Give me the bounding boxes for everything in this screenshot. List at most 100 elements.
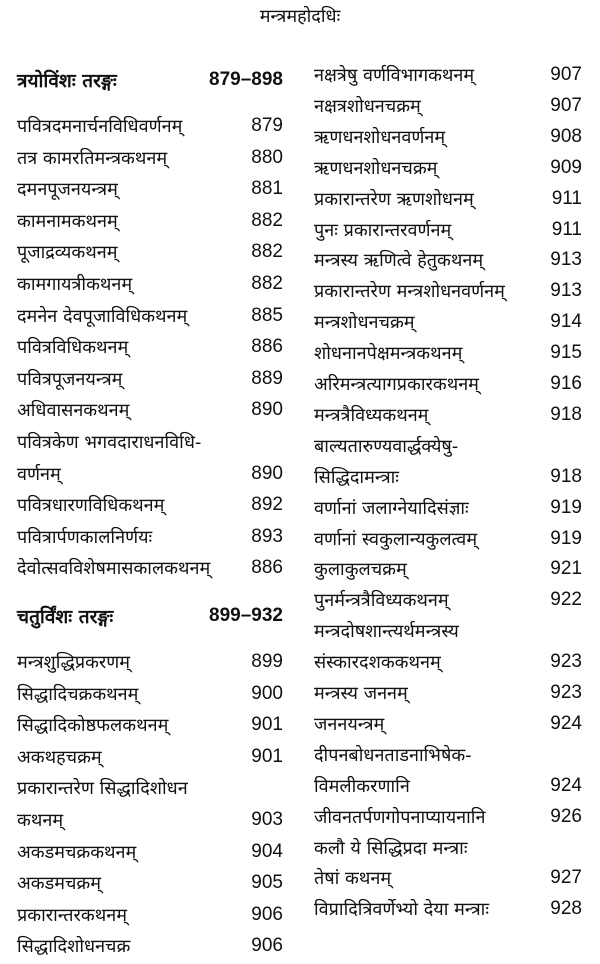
- toc-entry: पवित्रदमनार्चनविधिवर्णनम् 879: [17, 111, 283, 141]
- toc-entry: पूजाद्रव्यकथनम् 882: [17, 237, 283, 267]
- entry-title: जीवनतर्पणगोपनाप्यायनानि: [314, 806, 486, 828]
- entry-title: प्रकारान्तरेण ऋणशोधनम्: [314, 188, 474, 210]
- toc-entry: नक्षत्रशोधनचक्रम् 907: [314, 91, 582, 121]
- toc-entry: शोधनानपेक्षमन्त्रकथनम् 915: [314, 338, 582, 368]
- toc-entry: मन्त्रशुद्धिप्रकरणम् 899: [17, 647, 283, 677]
- entry-title: पवित्रार्पणकालनिर्णयः: [17, 526, 153, 548]
- entry-page-number: 906: [251, 935, 283, 957]
- entry-page-number: 911: [551, 218, 582, 240]
- toc-entry: कलौ ये सिद्धिप्रदा मन्त्राः: [314, 833, 582, 863]
- toc-entry: पवित्रकेण भगवदाराधनविधि-: [17, 427, 283, 457]
- toc-entry: पवित्रविधिकथनम् 886: [17, 332, 283, 362]
- toc-entry: विप्रादित्रिवर्णेभ्यो देया मन्त्राः 928: [314, 894, 582, 924]
- entry-page-number: 905: [251, 872, 283, 894]
- toc-entry: अकडमचक्रम् 905: [17, 868, 283, 898]
- entry-title: बाल्यतारुण्यवार्द्धक्येषु-: [314, 435, 459, 457]
- toc-entry: अकथहचक्रम् 901: [17, 742, 283, 772]
- entry-page-number: 880: [251, 146, 283, 168]
- toc-entry: तेषां कथनम् 927: [314, 863, 582, 893]
- chapter-heading: चतुर्विंशः तरङ्गः 899–932: [17, 601, 283, 631]
- entry-page-number: 906: [251, 903, 283, 925]
- entry-page-number: 890: [251, 462, 283, 484]
- entry-page-number: 924: [550, 774, 582, 796]
- entry-title: अधिवासनकथनम्: [17, 400, 130, 422]
- entry-title: ऋणधनशोधनचक्रम्: [314, 157, 438, 179]
- toc-entry: ऋणधनशोधनचक्रम् 909: [314, 153, 582, 183]
- entry-title: पवित्रकेण भगवदाराधनविधि-: [17, 432, 202, 453]
- entry-page-number: 922: [550, 589, 582, 611]
- entry-title: वर्णानां जलाग्नेयादिसंज्ञाः: [314, 497, 469, 519]
- entry-page-number: 918: [550, 403, 582, 425]
- toc-entry: पवित्रपूजनयन्त्रम् 889: [17, 364, 283, 394]
- toc-entry: देवोत्सवविशेषमासकालकथनम् 886: [17, 553, 283, 583]
- entry-page-number: 889: [251, 367, 283, 389]
- toc-entry: नक्षत्रेषु वर्णविभागकथनम् 907: [314, 60, 582, 90]
- toc-entry: अधिवासनकथनम् 890: [17, 395, 283, 425]
- entry-page-number: 928: [550, 898, 582, 920]
- toc-entry: विमलीकरणानि 924: [314, 771, 582, 801]
- entry-title: अकथहचक्रम्: [17, 746, 102, 768]
- toc-entry: बाल्यतारुण्यवार्द्धक्येषु-: [314, 431, 582, 461]
- entry-title: देवोत्सवविशेषमासकालकथनम्: [17, 558, 211, 580]
- entry-page-number: 914: [550, 311, 582, 333]
- entry-title: अकडमचक्रकथनम्: [17, 841, 137, 863]
- entry-title: पवित्रदमनार्चनविधिवर्णनम्: [17, 116, 183, 137]
- entry-page-number: 901: [251, 714, 283, 736]
- entry-title: दमनपूजनयन्त्रम्: [17, 179, 118, 201]
- toc-entry: कथनम् 903: [17, 805, 283, 835]
- entry-page-number: 879: [251, 115, 283, 136]
- entry-title: पुनर्मन्त्रत्रैविध्यकथनम्: [314, 590, 449, 612]
- entry-title: पवित्रविधिकथनम्: [17, 337, 129, 359]
- entry-title: कथनम्: [17, 810, 64, 831]
- toc-entry: प्रकारान्तरेण ऋणशोधनम् 911: [314, 184, 582, 214]
- toc-entry: पुनः प्रकारान्तरवर्णनम् 911: [314, 215, 582, 245]
- chapter-title: चतुर्विंशः तरङ्गः: [17, 606, 114, 628]
- entry-page-number: 886: [251, 336, 283, 358]
- entry-title: शोधनानपेक्षमन्त्रकथनम्: [314, 343, 463, 365]
- entry-page-number: 892: [251, 494, 283, 516]
- entry-page-number: 923: [550, 682, 582, 703]
- chapter-heading: त्रयोविंशः तरङ्गः 879–898: [17, 65, 283, 95]
- entry-title: पवित्रपूजनयन्त्रम्: [17, 368, 123, 390]
- entry-page-number: 881: [251, 178, 283, 200]
- toc-entry: वर्णानां स्वकुलान्यकुलत्वम् 919: [314, 524, 582, 554]
- entry-title: पुनः प्रकारान्तरवर्णनम्: [314, 219, 452, 241]
- toc-entry: मन्त्रत्रैविध्यकथनम् 918: [314, 400, 582, 430]
- toc-entry: दमनपूजनयन्त्रम् 881: [17, 174, 283, 204]
- entry-page-number: 885: [251, 304, 283, 326]
- toc-entry: तत्र कामरतिमन्त्रकथनम् 880: [17, 143, 283, 173]
- toc-entry: पवित्रार्पणकालनिर्णयः 893: [17, 522, 283, 552]
- entry-title: पवित्रधारणविधिकथनम्: [17, 495, 165, 517]
- entry-title: पूजाद्रव्यकथनम्: [17, 242, 118, 264]
- entry-title: मन्त्रस्य जननम्: [314, 683, 408, 704]
- entry-page-number: 882: [251, 209, 283, 231]
- toc-entry: पुनर्मन्त्रत्रैविध्यकथनम् 922: [314, 585, 582, 615]
- entry-title: सिद्धादिकोष्ठफलकथनम्: [17, 715, 169, 737]
- toc-entry: दमनेन देवपूजाविधिकथनम् 885: [17, 301, 283, 331]
- chapter-page-range: 879–898: [209, 69, 283, 90]
- entry-page-number: 921: [550, 558, 582, 580]
- entry-page-number: 923: [550, 651, 582, 673]
- entry-page-number: 886: [251, 557, 283, 579]
- toc-entry: मन्त्रस्य जननम् 923: [314, 678, 582, 708]
- entry-title: तेषां कथनम्: [314, 868, 392, 890]
- entry-title: विमलीकरणानि: [314, 775, 410, 797]
- toc-entry: सिद्धादिकोष्ठफलकथनम् 901: [17, 710, 283, 740]
- entry-title: जननयन्त्रम्: [314, 713, 385, 735]
- entry-title: दमनेन देवपूजाविधिकथनम्: [17, 305, 188, 327]
- toc-entry: मन्त्रशोधनचक्रम् 914: [314, 307, 582, 337]
- entry-title: नक्षत्रशोधनचक्रम्: [314, 95, 421, 117]
- entry-title: कलौ ये सिद्धिप्रदा मन्त्राः: [314, 837, 468, 859]
- entry-title: सिद्धादिशोधनचक्र: [17, 936, 131, 958]
- entry-page-number: 901: [251, 745, 283, 767]
- entry-page-number: 919: [550, 496, 582, 518]
- entry-title: मन्त्रस्य ऋणित्वे हेतुकथनम्: [314, 250, 484, 272]
- entry-title: संस्कारदशककथनम्: [314, 652, 441, 674]
- entry-title: अकडमचक्रम्: [17, 873, 101, 895]
- entry-page-number: 907: [550, 64, 582, 85]
- entry-title: मन्त्रत्रैविध्यकथनम्: [314, 404, 429, 426]
- entry-title: मन्त्रशुद्धिप्रकरणम्: [17, 652, 131, 673]
- toc-entry: सिद्धादिशोधनचक्र 906: [17, 931, 283, 961]
- entry-title: नक्षत्रेषु वर्णविभागकथनम्: [314, 65, 475, 86]
- entry-page-number: 900: [251, 682, 283, 704]
